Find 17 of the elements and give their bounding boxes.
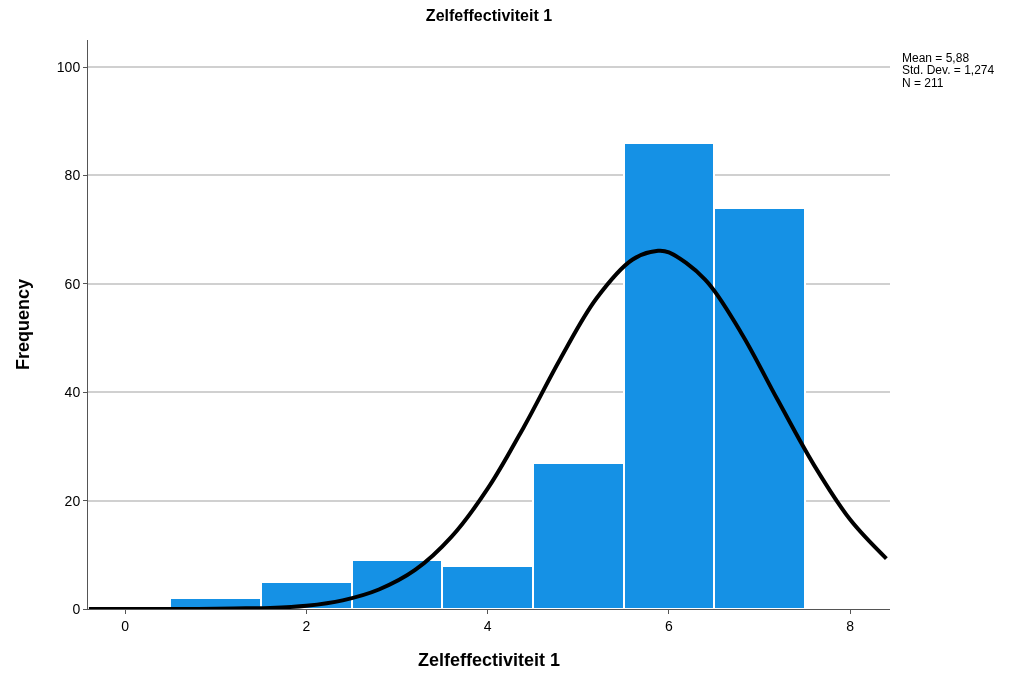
chart-title: Zelfeffectiviteit 1 (425, 7, 553, 25)
x-tick-label: 2 (302, 617, 311, 634)
x-tick-label: 8 (846, 617, 855, 634)
y-axis-title: Frequency (13, 278, 34, 371)
text: Std. Dev. = 1,274 (902, 63, 995, 77)
x-tick-label: 4 (483, 617, 492, 634)
text: N = 211 (902, 76, 944, 90)
y-tick-label: 40 (64, 384, 81, 401)
x-tick-label: 0 (121, 617, 130, 634)
y-tick-label: 100 (56, 59, 81, 75)
text: Mean = 5,88 (902, 51, 970, 65)
x-axis-title: Zelfeffectiviteit 1 (417, 649, 561, 670)
y-tick-label: 60 (64, 275, 81, 292)
y-tick-label: 0 (72, 600, 81, 617)
y-tick-label: 20 (64, 492, 81, 509)
x-tick-label: 6 (664, 617, 673, 634)
y-tick-label: 80 (64, 167, 81, 184)
